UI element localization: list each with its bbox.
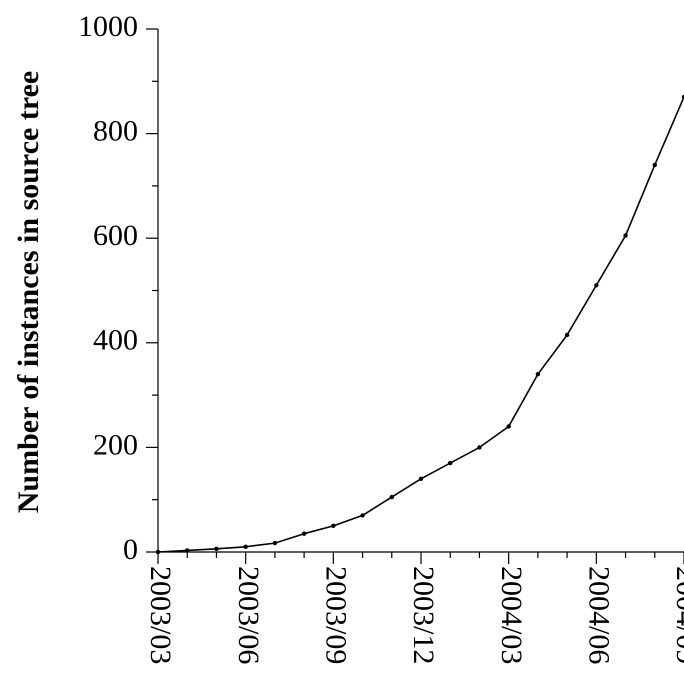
data-point xyxy=(360,513,365,518)
data-point xyxy=(594,283,599,288)
data-point xyxy=(185,548,190,553)
y-tick-label: 0 xyxy=(123,533,138,566)
data-point xyxy=(652,162,657,168)
y-tick-label: 800 xyxy=(93,114,138,147)
data-point xyxy=(155,549,161,555)
y-tick-label: 1000 xyxy=(78,10,138,43)
x-tick-label: 2003/06 xyxy=(232,566,265,664)
data-point xyxy=(506,424,511,429)
x-tick-label: 2003/09 xyxy=(319,566,352,664)
data-point xyxy=(623,233,628,238)
y-tick-label: 200 xyxy=(93,428,138,461)
x-tick-label: 2004/09 xyxy=(670,566,684,664)
data-point xyxy=(681,94,684,100)
x-tick-label: 2004/06 xyxy=(582,566,615,664)
x-tick-label: 2003/12 xyxy=(407,566,440,664)
data-point xyxy=(272,540,278,546)
data-point xyxy=(331,523,336,529)
y-tick-label: 400 xyxy=(93,324,138,357)
data-point xyxy=(214,546,219,552)
series-line xyxy=(157,96,684,553)
data-point xyxy=(535,371,541,377)
data-point xyxy=(389,494,394,500)
data-point xyxy=(243,544,248,549)
data-point xyxy=(448,460,453,466)
data-point xyxy=(301,531,307,536)
data-point xyxy=(564,332,570,338)
y-tick-label: 600 xyxy=(93,219,138,252)
data-point xyxy=(418,476,424,481)
y-axis-label: Number of instances in source tree xyxy=(12,71,45,513)
x-tick-label: 2004/03 xyxy=(495,566,528,664)
x-tick-label: 2003/03 xyxy=(144,566,177,664)
data-point xyxy=(477,445,482,450)
